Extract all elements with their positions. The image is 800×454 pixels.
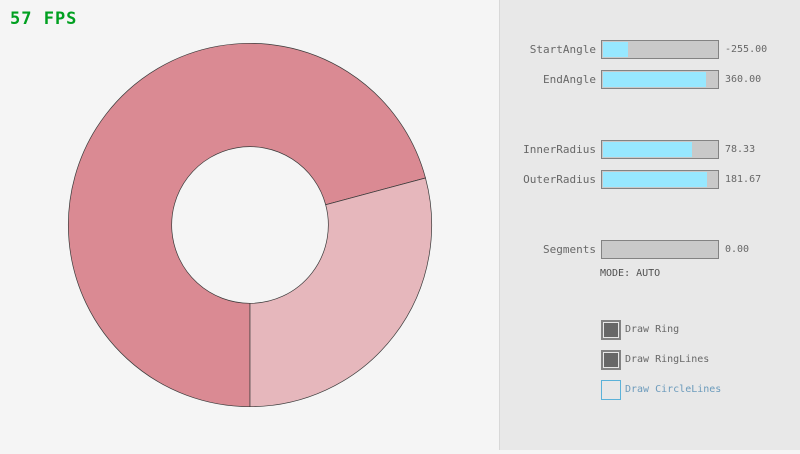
inner-radius-label: InnerRadius	[523, 143, 596, 156]
end-angle-label: EndAngle	[543, 73, 596, 86]
checkbox-box[interactable]	[601, 350, 621, 370]
fps-counter: 57 FPS	[10, 9, 78, 29]
outer-radius-row: OuterRadius 181.67	[500, 170, 800, 190]
segments-row: Segments 0.00	[500, 240, 800, 260]
ring-segment-main	[68, 42, 426, 408]
ring-segment-overlap	[249, 177, 432, 408]
end-angle-value: 360.00	[725, 74, 762, 85]
end-angle-row: EndAngle 360.00	[500, 70, 800, 90]
start-angle-row: StartAngle -255.00	[500, 40, 800, 60]
slider-fill	[603, 42, 629, 57]
slider-fill	[603, 72, 706, 87]
inner-radius-slider[interactable]	[601, 140, 719, 159]
controls-panel: StartAngle -255.00 EndAngle 360.00 Inner…	[499, 0, 800, 450]
start-angle-value: -255.00	[725, 44, 768, 55]
checkbox-box[interactable]	[601, 380, 621, 400]
slider-fill	[603, 142, 692, 157]
ring-drawing	[68, 42, 432, 408]
draw-circlelines-label: Draw CircleLines	[625, 384, 722, 395]
draw-ring-label: Draw Ring	[625, 324, 680, 335]
segments-slider[interactable]	[601, 240, 719, 259]
segments-value: 0.00	[725, 244, 750, 255]
draw-ringlines-checkbox[interactable]: Draw RingLines	[600, 350, 800, 370]
start-angle-label: StartAngle	[529, 43, 596, 56]
outer-radius-slider[interactable]	[601, 170, 719, 189]
check-mark	[604, 323, 618, 337]
draw-ringlines-label: Draw RingLines	[625, 354, 710, 365]
inner-radius-value: 78.33	[725, 144, 756, 155]
render-canvas: 57 FPS	[10, 9, 432, 408]
checkbox-box[interactable]	[601, 320, 621, 340]
segments-label: Segments	[543, 243, 596, 256]
draw-ring-checkbox[interactable]: Draw Ring	[600, 320, 800, 340]
inner-radius-row: InnerRadius 78.33	[500, 140, 800, 160]
outer-radius-value: 181.67	[725, 174, 762, 185]
end-angle-slider[interactable]	[601, 70, 719, 89]
slider-fill	[603, 172, 707, 187]
mode-label: MODE: AUTO	[600, 268, 661, 279]
outer-radius-label: OuterRadius	[523, 173, 596, 186]
start-angle-slider[interactable]	[601, 40, 719, 59]
draw-circlelines-checkbox[interactable]: Draw CircleLines	[600, 380, 800, 400]
check-mark	[604, 353, 618, 367]
